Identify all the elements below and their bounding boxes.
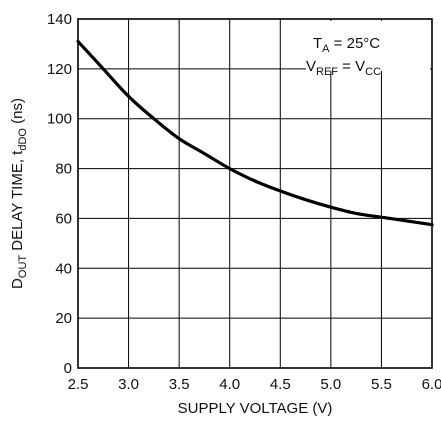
y-tick-label: 40 [55, 260, 72, 277]
annotation-background [306, 21, 430, 71]
x-tick-label: 5.0 [320, 376, 341, 393]
plot-frame [77, 18, 433, 369]
y-tick-label: 0 [64, 360, 72, 377]
y-axis-label: DOUT DELAY TIME, tdDO (ns) [9, 98, 29, 289]
x-tick-label: 3.5 [169, 376, 190, 393]
x-tick-label: 6.0 [422, 376, 441, 393]
y-tick-label: 140 [47, 11, 72, 28]
subscript-3: CC [365, 66, 381, 78]
text-part-2: DELAY TIME, t [9, 150, 26, 255]
x-tick-label: 4.0 [219, 376, 240, 393]
text-part-4: (ns) [9, 98, 26, 128]
y-tick-label: 80 [55, 161, 72, 178]
text-part-0: V [306, 58, 316, 75]
x-tick-label: 2.5 [68, 376, 89, 393]
x-tick-label: 3.0 [118, 376, 139, 393]
y-tick-label: 20 [55, 310, 72, 327]
y-tick-label: 120 [47, 61, 72, 78]
text-part-0: T [313, 35, 322, 52]
x-tick-labels: 2.5 3.0 3.5 4.0 4.5 5.0 5.5 6.0 [68, 376, 441, 393]
annotation-vref: VREF = VCC [306, 58, 381, 78]
subscript-1: A [322, 43, 330, 55]
subscript-1: REF [316, 66, 338, 78]
x-tick-label: 4.5 [270, 376, 291, 393]
y-tick-label: 60 [55, 210, 72, 227]
subscript-1: OUT [17, 255, 29, 279]
subscript-3: dDO [17, 128, 29, 151]
series-line [76, 39, 434, 227]
y-tick-labels: 0 20 40 60 80 100 120 140 [47, 11, 72, 377]
text-part-0: D [9, 278, 26, 289]
text-part-2: = V [338, 58, 365, 75]
x-tick-label: 5.5 [371, 376, 392, 393]
y-tick-label: 100 [47, 111, 72, 128]
text-part-2: = 25°C [330, 35, 381, 52]
grid-lines [78, 19, 432, 368]
x-axis-label: SUPPLY VOLTAGE (V) [178, 400, 333, 417]
annotation-ta: TA = 25°C [313, 35, 380, 55]
